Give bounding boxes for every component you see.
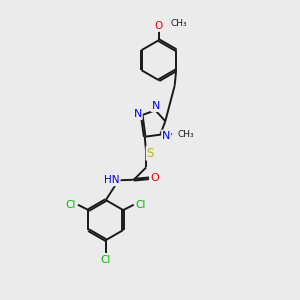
Text: N: N: [134, 109, 142, 119]
Text: Cl: Cl: [136, 200, 146, 210]
Text: O: O: [150, 173, 159, 183]
Text: Cl: Cl: [100, 254, 111, 265]
Text: N: N: [152, 101, 160, 111]
Text: CH₃: CH₃: [178, 130, 195, 139]
Text: CH₃: CH₃: [170, 19, 187, 28]
Text: O: O: [155, 21, 163, 31]
Text: HN: HN: [104, 175, 120, 185]
Text: Cl: Cl: [66, 200, 76, 210]
Text: S: S: [147, 147, 154, 160]
Text: N: N: [162, 130, 170, 141]
